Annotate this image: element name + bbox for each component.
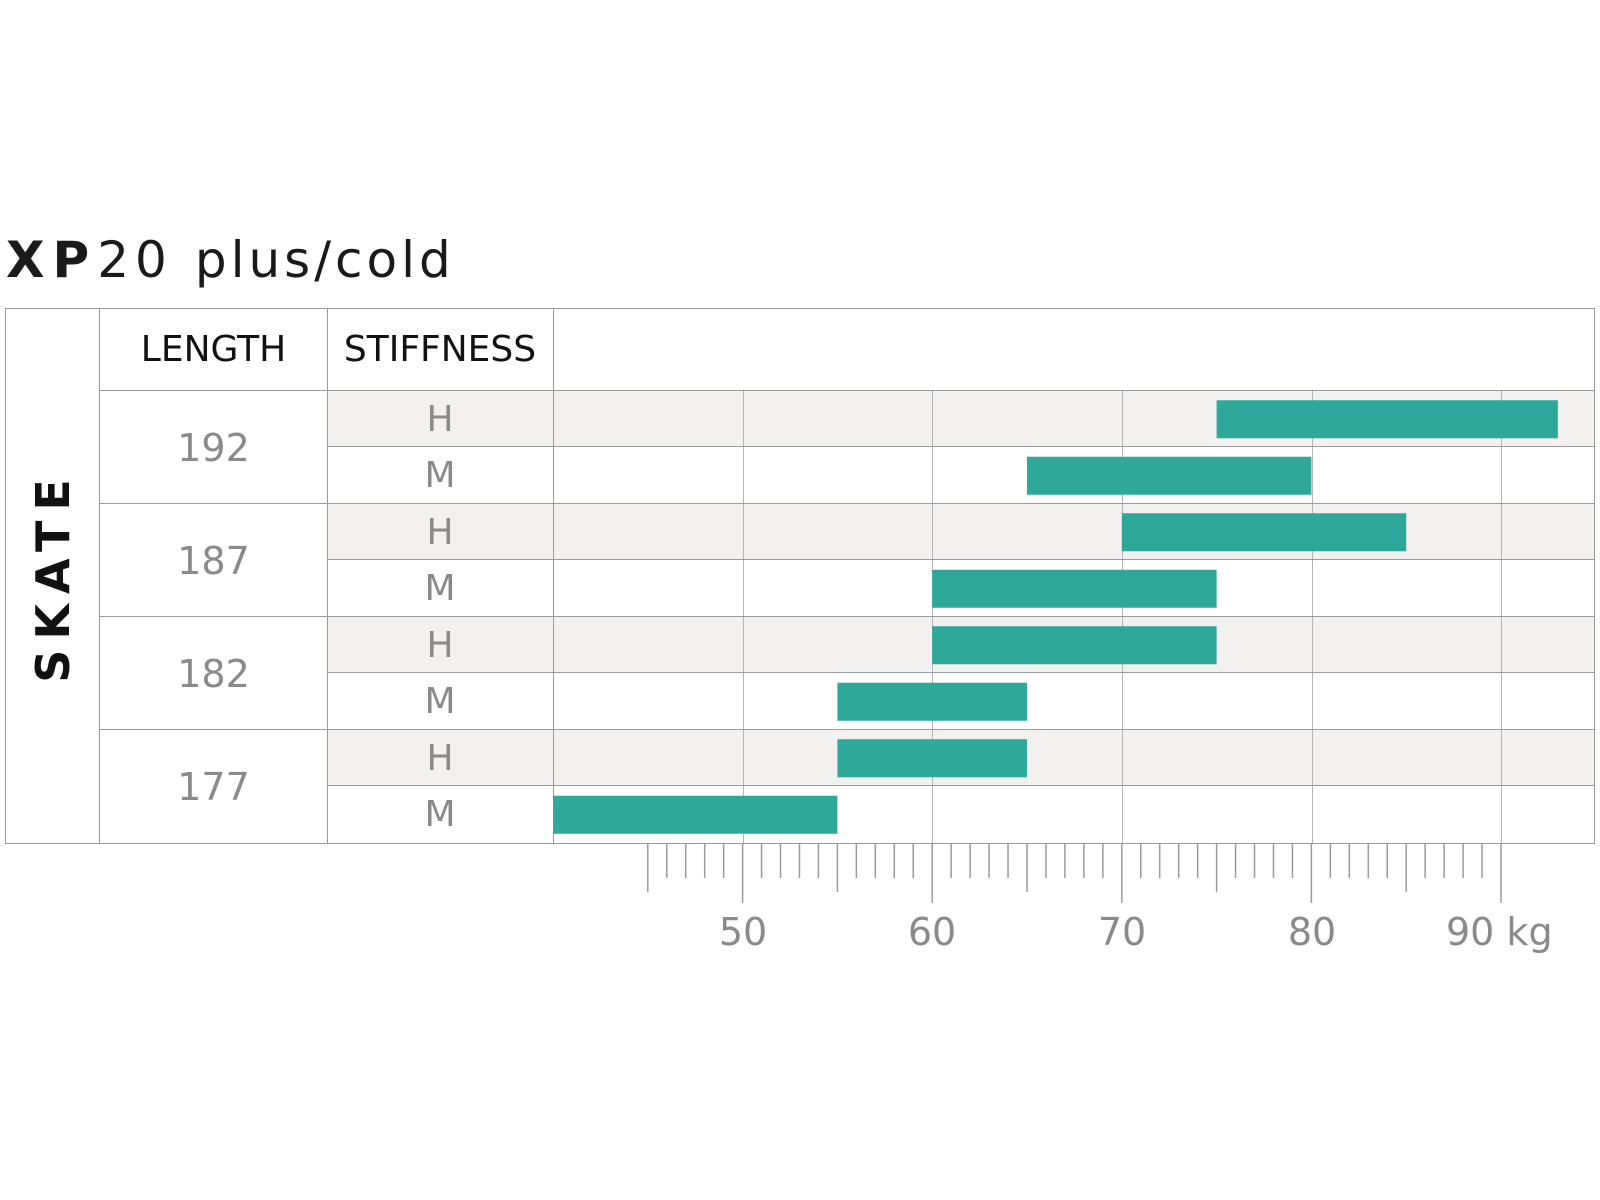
grid-line-60 <box>932 391 933 843</box>
grid-line-70 <box>1122 391 1123 843</box>
stiffness-cell: H <box>426 511 454 553</box>
title-model: XP <box>6 231 98 289</box>
stiffness-cell: M <box>424 680 456 722</box>
length-cell: 177 <box>177 764 250 809</box>
row-band <box>328 786 1594 842</box>
length-cell: 187 <box>177 538 250 583</box>
chart-title: XP20 plus/cold <box>6 228 455 292</box>
stiffness-cell: H <box>426 624 454 666</box>
divider <box>99 503 1595 504</box>
stiffness-cell: M <box>424 454 456 496</box>
x-tick-label: 50 <box>718 910 768 954</box>
length-cell: 182 <box>177 651 250 696</box>
grid-line-90 <box>1501 391 1502 843</box>
title-number: 20 <box>97 231 173 289</box>
length-cell: 192 <box>177 425 250 470</box>
title-subtitle: plus/cold <box>194 231 455 289</box>
stiffness-cell: M <box>424 793 456 835</box>
divider <box>553 309 554 843</box>
ticks-group <box>647 844 1502 903</box>
divider <box>327 672 1595 673</box>
divider <box>99 729 1595 730</box>
stiffness-cell: H <box>426 398 454 440</box>
divider <box>99 616 1595 617</box>
side-label: SKATE <box>6 309 99 843</box>
grid-line-50 <box>743 391 744 843</box>
side-label-text: SKATE <box>25 469 80 683</box>
stiffness-cell: H <box>426 737 454 779</box>
grid-line-80 <box>1312 391 1313 843</box>
divider <box>327 559 1595 560</box>
table-frame <box>5 308 1595 844</box>
length-header: LENGTH <box>140 328 287 370</box>
x-tick-label: 80 <box>1287 910 1337 954</box>
divider <box>327 309 328 843</box>
stiffness-cell: M <box>424 567 456 609</box>
x-tick-label: 90 kg <box>1446 910 1553 954</box>
divider <box>99 390 1595 391</box>
x-tick-label: 70 <box>1097 910 1147 954</box>
stiffness-header: STIFFNESS <box>343 328 537 370</box>
divider <box>99 309 100 843</box>
divider <box>327 785 1595 786</box>
x-tick-label: 60 <box>907 910 957 954</box>
row-band <box>328 447 1594 503</box>
divider <box>327 446 1595 447</box>
